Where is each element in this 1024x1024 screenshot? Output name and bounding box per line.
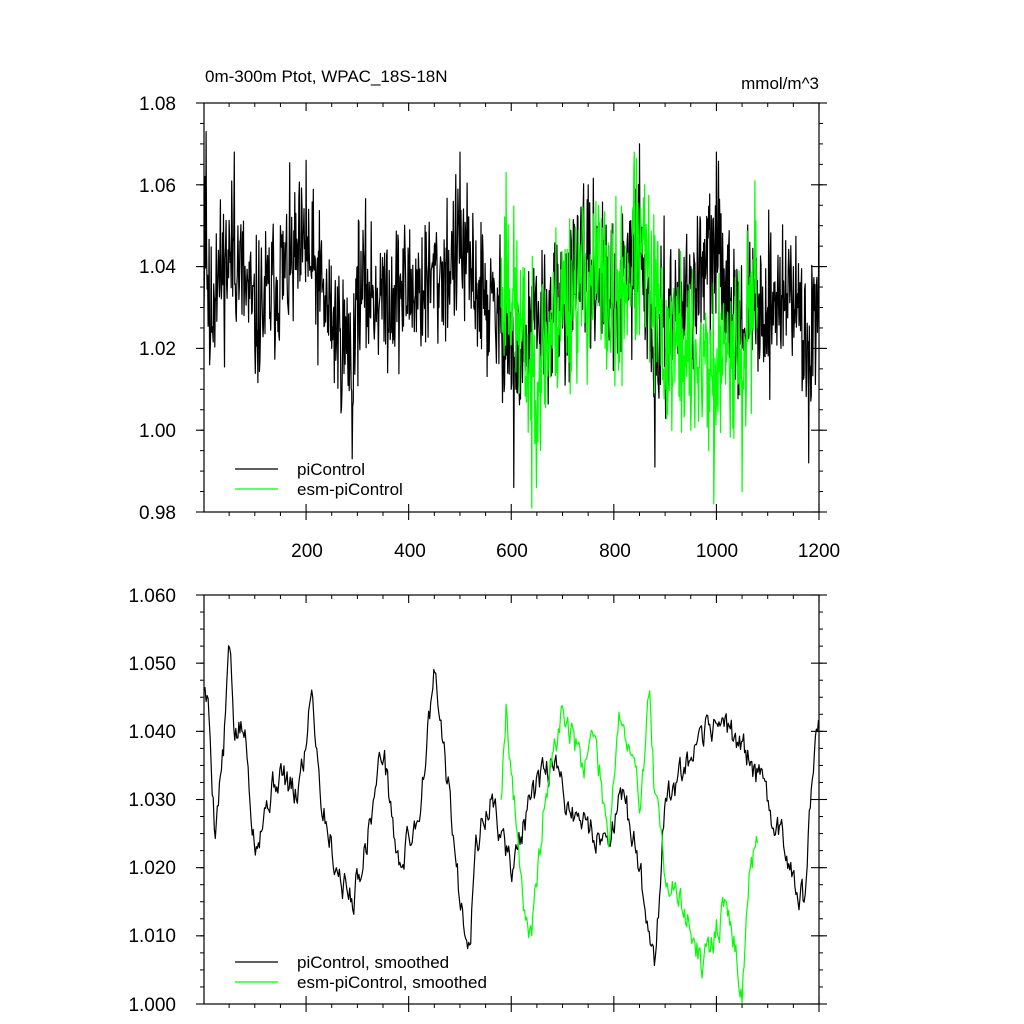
top-y-tick-label: 0.98 [139,503,176,524]
bottom-panel: 1.060 1.050 1.040 1.030 1.020 1.010 1.00… [128,586,827,1016]
bottom-y-tick-label: 1.050 [128,654,176,675]
top-x-tick-label: 1200 [798,541,840,562]
top-axes: 1.08 1.06 1.04 1.02 1.00 0.98 200 400 60… [139,94,840,562]
top-panel: 0m-300m Ptot, WPAC_18S-18N mmol/m^3 1.08… [139,67,840,562]
top-x-tick-label: 600 [496,541,528,562]
top-series-group [203,131,820,509]
top-series-line-piControl [203,131,820,489]
bottom-series-group [203,645,820,1004]
top-legend: piControl esm-piControl [235,460,403,499]
bottom-series-line-piControl [203,645,820,967]
bottom-y-tick-label: 1.040 [128,722,176,743]
top-series-line-esm-piControl [500,151,758,509]
bottom-axes: 1.060 1.050 1.040 1.030 1.020 1.010 1.00… [128,586,827,1016]
top-x-tick-label: 1000 [696,541,738,562]
bottom-series-line-esm-piControl [500,690,758,1004]
top-legend-label-piControl: piControl [297,460,365,479]
top-legend-label-esm-piControl: esm-piControl [297,480,403,499]
top-chart-units: mmol/m^3 [741,74,819,93]
bottom-y-tick-label: 1.030 [128,790,176,811]
top-y-tick-label: 1.06 [139,176,176,197]
bottom-legend-label-piControl-smoothed: piControl, smoothed [297,953,449,972]
top-y-tick-label: 1.02 [139,339,176,360]
bottom-y-tick-label: 1.010 [128,926,176,947]
top-x-tick-label: 200 [291,541,323,562]
top-chart-title: 0m-300m Ptot, WPAC_18S-18N [205,67,448,86]
bottom-y-tick-label: 1.060 [128,586,176,607]
bottom-legend: piControl, smoothed esm-piControl, smoot… [235,953,487,992]
top-x-tick-label: 800 [599,541,631,562]
bottom-y-tick-label: 1.020 [128,858,176,879]
top-y-tick-label: 1.00 [139,421,176,442]
top-x-tick-label: 400 [394,541,426,562]
bottom-y-tick-label: 1.000 [128,995,176,1016]
bottom-legend-label-esm-piControl-smoothed: esm-piControl, smoothed [297,973,487,992]
top-y-tick-label: 1.08 [139,94,176,115]
top-y-tick-label: 1.04 [139,257,176,278]
